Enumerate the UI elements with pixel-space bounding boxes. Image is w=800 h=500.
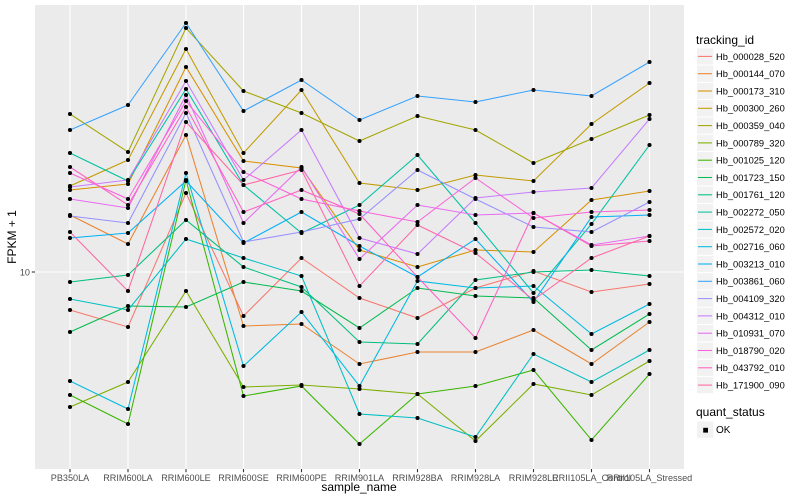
- svg-text:RRII105LA_Control: RRII105LA_Control: [552, 473, 631, 483]
- svg-text:Hb_000359_040: Hb_000359_040: [716, 121, 785, 131]
- svg-text:Hb_000789_320: Hb_000789_320: [716, 138, 785, 148]
- svg-text:Hb_043792_010: Hb_043792_010: [716, 363, 785, 373]
- svg-text:RRIM928LE: RRIM928LE: [509, 473, 559, 483]
- svg-text:RRIM600LE: RRIM600LE: [161, 473, 211, 483]
- svg-text:Hb_000173_310: Hb_000173_310: [716, 86, 785, 96]
- svg-text:tracking_id: tracking_id: [696, 33, 754, 47]
- svg-text:Hb_171900_090: Hb_171900_090: [716, 381, 785, 391]
- svg-text:RRIM901LA: RRIM901LA: [335, 473, 385, 483]
- svg-text:Hb_002716_060: Hb_002716_060: [716, 242, 785, 252]
- svg-text:Hb_002272_050: Hb_002272_050: [716, 208, 785, 218]
- svg-text:Hb_002572_020: Hb_002572_020: [716, 225, 785, 235]
- svg-text:Hb_004109_320: Hb_004109_320: [716, 294, 785, 304]
- svg-text:PB350LA: PB350LA: [51, 473, 90, 483]
- svg-text:RRIM928BA: RRIM928BA: [392, 473, 443, 483]
- svg-text:OK: OK: [716, 425, 731, 436]
- svg-text:Hb_004312_010: Hb_004312_010: [716, 311, 785, 321]
- svg-text:quant_status: quant_status: [696, 405, 765, 419]
- svg-text:RRIM928LA: RRIM928LA: [451, 473, 501, 483]
- svg-text:Hb_010931_070: Hb_010931_070: [716, 329, 785, 339]
- svg-text:Hb_001025_120: Hb_001025_120: [716, 156, 785, 166]
- svg-text:Hb_003861_060: Hb_003861_060: [716, 277, 785, 287]
- svg-text:Hb_003213_010: Hb_003213_010: [716, 259, 785, 269]
- svg-text:Hb_018790_020: Hb_018790_020: [716, 346, 785, 356]
- svg-text:Hb_001723_150: Hb_001723_150: [716, 173, 785, 183]
- svg-text:Hb_000028_520: Hb_000028_520: [716, 52, 785, 62]
- svg-text:Hb_000144_070: Hb_000144_070: [716, 69, 785, 79]
- svg-text:Hb_000300_260: Hb_000300_260: [716, 104, 785, 114]
- svg-text:RRIM600PE: RRIM600PE: [276, 473, 327, 483]
- svg-text:sample_name: sample_name: [321, 480, 397, 494]
- svg-text:FPKM + 1: FPKM + 1: [5, 210, 19, 264]
- svg-text:10: 10: [20, 268, 30, 278]
- svg-text:RRII105LA_Stressed: RRII105LA_Stressed: [607, 473, 692, 483]
- svg-text:RRIM600LA: RRIM600LA: [103, 473, 153, 483]
- svg-text:Hb_001761_120: Hb_001761_120: [716, 190, 785, 200]
- svg-text:RRIM600SE: RRIM600SE: [218, 473, 269, 483]
